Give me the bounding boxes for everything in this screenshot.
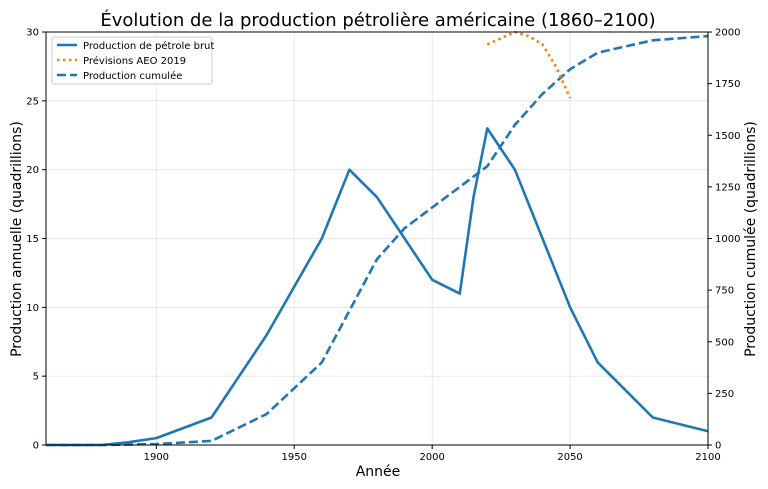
series-line-0 [46,127,709,447]
y-right-tick-label: 250 [715,389,734,400]
legend-box [51,36,213,85]
series-line-2 [46,34,709,447]
y-left-tick-label: 15 [26,234,39,245]
x-tick-label: 2000 [419,452,444,463]
y-axis-left-title: Production annuelle (quadrillions) [9,121,25,357]
x-tick-label: 1900 [144,452,169,463]
y-left-tick-label: 10 [26,303,39,314]
x-axis-title: Année [356,464,401,480]
y-left-tick-label: 5 [33,372,39,383]
y-right-tick-label: 0 [715,441,721,452]
y-right-tick-label: 1750 [715,79,740,90]
x-axis: 1900 1950 2000 2050 2100 [144,445,721,463]
y-right-tick-label: 1000 [715,234,740,245]
x-tick-label: 2100 [695,452,720,463]
y-right-tick-label: 750 [715,286,734,297]
series-layer [46,30,709,447]
y-right-tick-label: 1250 [715,182,740,193]
legend: Production de pétrole brut Prévisions AE… [51,36,214,85]
y-axis-right-title: Production cumulée (quadrillions) [743,121,759,357]
y-axis-right: 0 250 500 750 1000 1250 1500 1750 2000 [708,28,740,452]
y-axis-left: 0 5 10 15 20 25 30 [26,28,46,452]
chart-title: Évolution de la production pétrolière am… [100,9,655,31]
y-left-tick-label: 30 [26,28,39,39]
series-line-1 [486,30,572,99]
y-left-tick-label: 0 [33,441,39,452]
legend-label-aeo: Prévisions AEO 2019 [83,55,186,67]
y-left-tick-label: 20 [26,165,39,176]
legend-label-crude: Production de pétrole brut [83,40,214,52]
y-right-tick-label: 1500 [715,131,740,142]
legend-label-cumulative: Production cumulée [83,70,182,82]
y-right-tick-label: 500 [715,337,734,348]
gridlines [46,31,709,446]
x-tick-label: 2050 [557,452,582,463]
y-right-tick-label: 2000 [715,28,740,39]
x-tick-label: 1950 [282,452,307,463]
y-left-tick-label: 25 [26,96,39,107]
